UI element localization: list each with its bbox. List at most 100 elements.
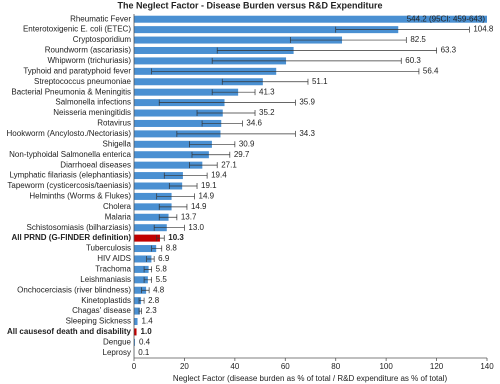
y-tick-label: Rheumatic Fever	[70, 14, 131, 23]
bar	[134, 36, 343, 44]
error-bar	[196, 110, 256, 117]
y-tick-label: All causesof death and disability	[7, 327, 132, 336]
error-bar	[191, 151, 231, 158]
error-bar	[158, 203, 188, 210]
bar	[134, 255, 152, 263]
value-label: 51.1	[312, 77, 328, 86]
value-label: 8.8	[166, 244, 178, 253]
value-label: 544.2 (95CI: 459-643)	[407, 14, 486, 23]
value-label: 56.4	[423, 66, 439, 75]
y-tick-label: Rotavirus	[97, 119, 131, 128]
bar	[134, 140, 212, 148]
bar	[134, 265, 149, 273]
y-tick-label: Cholera	[103, 202, 132, 211]
error-bar	[143, 266, 152, 273]
bar	[134, 203, 172, 211]
x-axis-label: Neglect Factor (disease burden as % of t…	[173, 374, 448, 383]
error-bar	[156, 193, 195, 200]
error-bar	[143, 276, 152, 283]
y-tick-label: Hookworm (Ancylosto./Nectoriasis)	[7, 129, 132, 138]
error-bar	[189, 162, 218, 169]
plot-area	[134, 15, 487, 357]
value-label: 41.3	[259, 87, 275, 96]
y-tick-label: Leprosy	[103, 348, 131, 357]
bar	[134, 172, 183, 180]
bar	[134, 109, 223, 117]
bar	[134, 151, 209, 159]
bar	[134, 276, 148, 284]
bar	[134, 15, 487, 23]
bar	[134, 224, 167, 232]
value-label: 1.0	[141, 327, 153, 336]
bar	[134, 161, 203, 169]
value-label: 1.4	[142, 317, 154, 326]
value-label: 60.3	[405, 56, 421, 65]
error-bar	[211, 57, 402, 64]
y-tick-label: Tuberculosis	[86, 244, 131, 253]
y-tick-label: Diarrhoeal diseases	[60, 160, 131, 169]
y-tick-label: Trachoma	[95, 265, 131, 274]
x-tick-label: 40	[230, 362, 239, 371]
chart-title: The Neglect Factor - Disease Burden vers…	[117, 0, 382, 10]
value-label: 5.5	[156, 275, 168, 284]
x-tick-label: 0	[132, 362, 137, 371]
value-label: 82.5	[410, 35, 426, 44]
value-label: 14.9	[191, 202, 207, 211]
y-tick-label: Streptococcus pneumoniae	[34, 77, 132, 86]
error-bar	[216, 47, 437, 54]
value-label: 34.3	[299, 129, 315, 138]
value-label: 0.4	[139, 337, 151, 346]
value-label: 30.9	[239, 139, 255, 148]
y-tick-label: Roundworm (ascariasis)	[45, 46, 132, 55]
y-tick-label: Chagas' disease	[72, 306, 131, 315]
y-tick-label: Kinetoplastids	[81, 296, 131, 305]
y-tick-label: Malaria	[105, 212, 132, 221]
value-label: 19.1	[201, 181, 217, 190]
y-tick-label: Leishmaniasis	[80, 275, 131, 284]
value-label: 104.8	[473, 25, 494, 34]
x-tick-label: 80	[331, 362, 340, 371]
bar	[134, 78, 263, 86]
y-tick-label: Dengue	[103, 337, 132, 346]
value-label: 6.9	[158, 254, 170, 263]
error-bar	[335, 26, 470, 33]
error-bar	[138, 297, 145, 304]
error-bar	[156, 235, 165, 242]
error-bar	[201, 120, 243, 127]
value-label: 14.9	[199, 192, 215, 201]
value-label: 0.1	[138, 348, 150, 357]
value-label: 19.4	[211, 171, 227, 180]
bar	[134, 245, 157, 253]
error-bar	[153, 224, 185, 231]
error-bar	[289, 37, 407, 44]
y-tick-label: Sleeping Sickness	[66, 317, 131, 326]
bar	[134, 297, 142, 305]
x-tick-label: 120	[430, 362, 444, 371]
error-bar	[138, 308, 142, 315]
bar	[134, 46, 294, 54]
bar	[134, 26, 399, 34]
error-bar	[141, 287, 150, 294]
value-label: 2.8	[148, 296, 160, 305]
error-bar	[211, 89, 256, 96]
y-tick-label: Non-typhoidal Salmonella enterica	[9, 150, 131, 159]
error-bar	[151, 68, 420, 75]
error-bar	[176, 130, 296, 137]
value-label: 29.7	[234, 150, 250, 159]
y-tick-label: Neisseria meningitidis	[53, 108, 131, 117]
value-label: 63.3	[441, 46, 457, 55]
y-tick-label: Cryptosporidium	[73, 35, 132, 44]
bar	[134, 307, 140, 315]
value-label: 10.3	[168, 233, 184, 242]
error-bar	[221, 78, 309, 85]
bar	[134, 57, 287, 65]
y-tick-label: HIV AIDS	[97, 254, 131, 263]
y-tick-label: Tapeworm (cysticercosis/taeniasis)	[7, 181, 131, 190]
value-label: 27.1	[221, 160, 237, 169]
bar	[134, 286, 147, 294]
value-label: 13.7	[181, 212, 197, 221]
value-label: 35.9	[299, 98, 315, 107]
bar	[134, 182, 183, 190]
y-tick-label: Bacterial Pneumonia & Meningitis	[11, 87, 131, 96]
